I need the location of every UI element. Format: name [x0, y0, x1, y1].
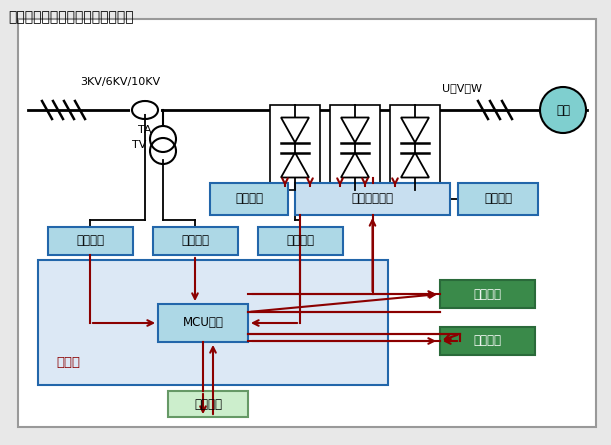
- Text: 电机: 电机: [556, 104, 570, 117]
- Bar: [440, 327, 535, 355]
- Bar: [440, 280, 535, 308]
- Text: TV: TV: [131, 140, 146, 150]
- Text: 光纤隔离驱动: 光纤隔离驱动: [351, 193, 393, 206]
- Text: U、V、W: U、V、W: [442, 83, 482, 93]
- Text: 电压测量: 电压测量: [286, 235, 314, 247]
- Bar: [330, 105, 380, 190]
- Circle shape: [540, 87, 586, 133]
- Bar: [48, 227, 133, 255]
- Bar: [158, 304, 248, 342]
- Bar: [270, 105, 320, 190]
- Text: MCU控制: MCU控制: [183, 316, 224, 329]
- Bar: [458, 183, 538, 215]
- Bar: [295, 183, 450, 215]
- Bar: [168, 391, 248, 417]
- Polygon shape: [401, 153, 429, 178]
- Polygon shape: [341, 153, 369, 178]
- Text: 高压固态软启动柜的工作原理是：: 高压固态软启动柜的工作原理是：: [8, 10, 134, 24]
- Polygon shape: [341, 117, 369, 142]
- Bar: [153, 227, 238, 255]
- Text: 远程通讯: 远程通讯: [474, 335, 502, 348]
- Bar: [257, 227, 343, 255]
- Bar: [210, 183, 288, 215]
- Text: 电流测量: 电流测量: [76, 235, 104, 247]
- Text: 控制器: 控制器: [56, 356, 80, 369]
- Text: TA: TA: [138, 125, 152, 135]
- Polygon shape: [281, 117, 309, 142]
- Text: 开入开出: 开入开出: [474, 287, 502, 300]
- Text: 均压电路: 均压电路: [235, 193, 263, 206]
- Polygon shape: [401, 117, 429, 142]
- Text: 阻容电路: 阻容电路: [484, 193, 512, 206]
- Text: 同步检测: 同步检测: [181, 235, 209, 247]
- Bar: [38, 260, 388, 385]
- Text: 3KV/6KV/10KV: 3KV/6KV/10KV: [80, 77, 160, 87]
- Bar: [390, 105, 440, 190]
- Polygon shape: [281, 153, 309, 178]
- Text: 显示面板: 显示面板: [194, 397, 222, 410]
